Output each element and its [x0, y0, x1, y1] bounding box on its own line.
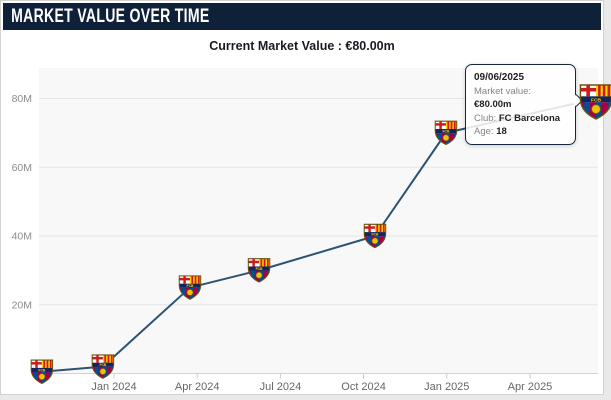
tooltip-row-label: Club:: [474, 112, 499, 124]
card-header: MARKET VALUE OVER TIME: [3, 3, 601, 30]
x-axis: [39, 373, 598, 379]
tooltip-row-label: Market value:: [474, 85, 532, 97]
y-axis-label: 60M: [12, 162, 32, 174]
page-title: MARKET VALUE OVER TIME: [11, 6, 210, 27]
tooltip-row-value: 18: [496, 126, 507, 137]
tooltip-row: Market value: €80.00m: [474, 85, 567, 112]
y-axis-label: 80M: [12, 93, 32, 105]
tooltip-row: Age: 18: [474, 125, 567, 139]
x-axis-labels: Jan 2024 Apr 2024 Jul 2024 Oct 2024 Jan 2025…: [91, 381, 552, 393]
data-point-tooltip: 09/06/2025 Market value: €80.00m Club: FC…: [465, 64, 583, 145]
data-point-marker[interactable]: [30, 359, 54, 385]
tooltip-rows: Market value: €80.00m Club: FC Barcelona A…: [474, 85, 567, 139]
x-axis-label: Jul 2024: [260, 381, 302, 393]
data-point-marker[interactable]: [91, 354, 115, 380]
current-point-marker fc-barcelona-crest-icon[interactable]: [579, 83, 611, 121]
tooltip-row: Club: FC Barcelona: [474, 112, 567, 126]
y-axis-label: 20M: [12, 299, 32, 311]
x-axis-label: Oct 2024: [341, 381, 386, 393]
tooltip-date: 09/06/2025: [474, 72, 525, 83]
x-axis-label: Jan 2025: [424, 381, 469, 393]
y-axis-labels: 20M 40M 60M 80M: [12, 93, 32, 311]
x-axis-label: Apr 2025: [508, 381, 553, 393]
market-value-chart: Jan 2024 Apr 2024 Jul 2024 Oct 2024 Jan 2025…: [12, 68, 598, 393]
tooltip-row-value: FC Barcelona: [498, 112, 561, 124]
tooltip-row-label: Age:: [474, 126, 497, 137]
x-axis-label: Jan 2024: [91, 381, 136, 393]
tooltip-row-value: €80.00m: [474, 99, 512, 110]
y-axis-label: 40M: [12, 231, 32, 243]
market-value-card: MARKET VALUE OVER TIME Current Market Va…: [0, 0, 604, 395]
x-axis-label: Apr 2024: [175, 381, 220, 393]
current-market-value-text: Current Market Value : €80.00m: [209, 39, 395, 53]
